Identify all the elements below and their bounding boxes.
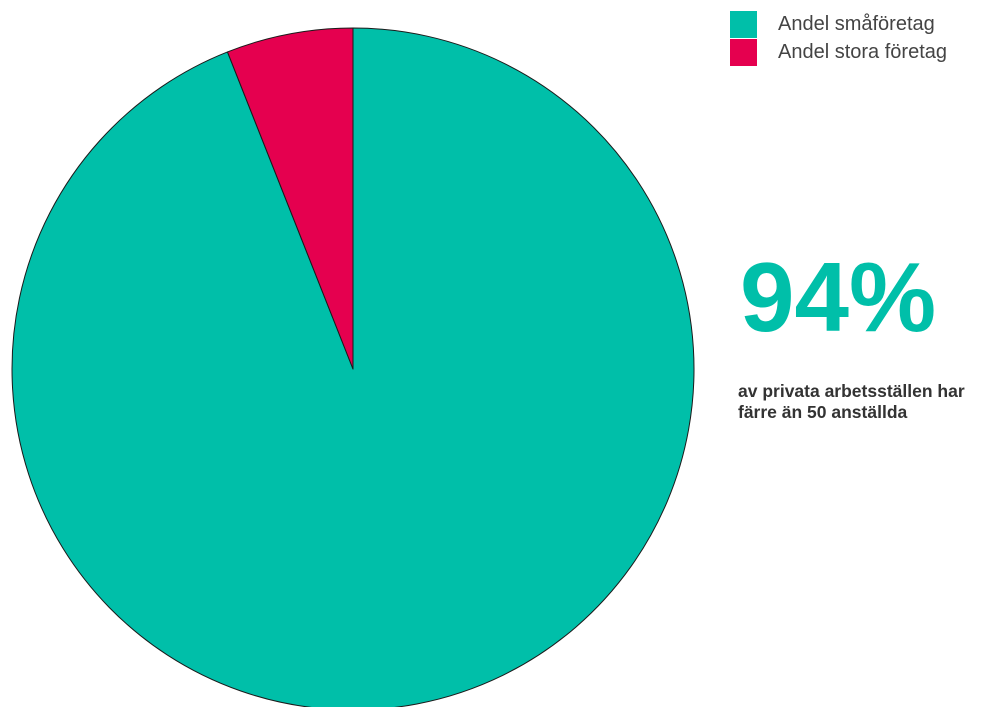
legend: Andel småföretag Andel stora företag — [730, 10, 947, 66]
legend-swatch-small-companies — [730, 10, 757, 38]
highlight-caption: av privata arbetsställen har färre än 50… — [738, 381, 983, 423]
pie-slice-large-companies — [226, 27, 354, 370]
highlight-caption-line-2: färre än 50 anställda — [738, 402, 908, 422]
legend-label-large-companies: Andel stora företag — [778, 40, 947, 63]
legend-item-large-companies: Andel stora företag — [730, 38, 947, 66]
highlight-caption-line-1: av privata arbetsställen har — [738, 381, 965, 401]
highlight-percentage: 94% — [740, 242, 937, 352]
legend-label-small-companies: Andel småföretag — [778, 12, 935, 35]
legend-swatch-large-companies — [730, 38, 757, 66]
legend-item-small-companies: Andel småföretag — [730, 10, 947, 38]
